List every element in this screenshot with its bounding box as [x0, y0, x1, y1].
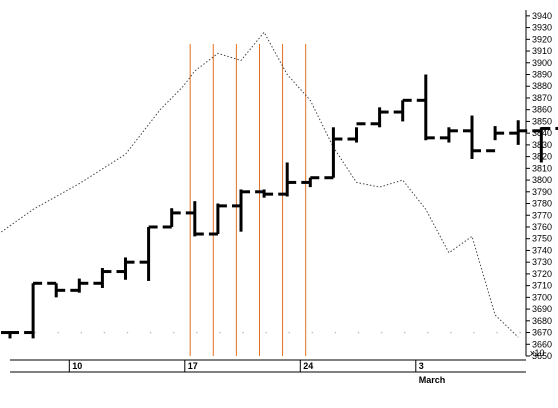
- baseline-dot: [542, 331, 545, 334]
- x-axis-ticks: 10 17 24 3 March: [68, 360, 446, 385]
- y-tick-label-3890: 3890: [532, 70, 552, 80]
- axes: [10, 10, 527, 373]
- ohlc-bar-13: [301, 176, 320, 188]
- y-tick-label-3670: 3670: [532, 328, 552, 338]
- ohlc-bar-20: [463, 115, 481, 159]
- baseline-dot: [496, 331, 498, 334]
- ohlc-bar-2: [47, 281, 66, 298]
- y-tick-label-3870: 3870: [532, 93, 552, 103]
- ohlc-bar-14: [324, 127, 343, 180]
- ohlc-bar-11: [255, 189, 274, 198]
- y-tick-label-3730: 3730: [532, 257, 552, 267]
- baseline-dot: [311, 331, 314, 334]
- y-tick-label-3830: 3830: [532, 140, 552, 150]
- y-tick-label-3930: 3930: [532, 23, 552, 33]
- ohlc-bar-18: [416, 74, 435, 141]
- ohlc-bar-3: [70, 278, 89, 293]
- y-multiplier-label: x10: [530, 348, 545, 358]
- ohlc-bar-4: [93, 268, 112, 288]
- ohlc-bar-7: [162, 208, 181, 229]
- baseline-dot: [450, 331, 452, 334]
- baseline-dot: [219, 331, 221, 334]
- y-tick-label-3700: 3700: [532, 292, 552, 302]
- y-tick-label-3780: 3780: [532, 199, 552, 209]
- dotted-line: [0, 31, 519, 338]
- baseline-dot: [265, 331, 267, 334]
- baseline-dot: [57, 331, 59, 334]
- baseline-dots: [11, 331, 545, 334]
- y-tick-label-3810: 3810: [532, 163, 552, 173]
- baseline-dot: [288, 331, 291, 334]
- dotted-indicator-line: [0, 31, 519, 338]
- baseline-dot: [427, 331, 429, 334]
- baseline-dot: [34, 331, 36, 334]
- y-tick-label-3790: 3790: [532, 187, 552, 197]
- ohlc-bar-10: [232, 189, 250, 232]
- y-tick-label-3840: 3840: [532, 128, 552, 138]
- ohlc-bar-19: [439, 127, 458, 143]
- y-tick-label-3690: 3690: [532, 304, 552, 314]
- y-tick-label-3900: 3900: [532, 58, 552, 68]
- ohlc-bar-24: [555, 126, 558, 130]
- vertical-markers: [189, 44, 307, 356]
- ohlc-bar-22: [509, 120, 528, 145]
- y-tick-label-3650: 3650: [532, 351, 552, 361]
- x-tick-label-24: 24: [303, 361, 313, 371]
- baseline-dot: [80, 331, 83, 334]
- baseline-dot: [380, 331, 383, 334]
- y-tick-label-3910: 3910: [532, 46, 552, 56]
- ohlc-bar-6: [139, 225, 158, 281]
- baseline-dot: [403, 331, 406, 334]
- baseline-dot: [172, 331, 175, 334]
- ohlc-bar-23: [532, 126, 551, 163]
- ohlc-bar-8: [185, 201, 204, 237]
- ohlc-bar-9: [208, 203, 227, 236]
- y-tick-label-3800: 3800: [532, 175, 552, 185]
- ohlc-bar-12: [278, 162, 297, 197]
- baseline-dot: [334, 331, 337, 334]
- x-tick-sublabel-3: March: [419, 375, 446, 385]
- y-axis-ticks: 3650366036703680369037003710372037303740…: [526, 11, 552, 361]
- y-tick-label-3710: 3710: [532, 281, 552, 291]
- y-tick-label-3680: 3680: [532, 316, 552, 326]
- x-tick-label-17: 17: [188, 361, 198, 371]
- ohlc-bar-0: [1, 331, 19, 339]
- baseline-dot: [357, 331, 360, 334]
- y-tick-label-3720: 3720: [532, 269, 552, 279]
- y-tick-label-3760: 3760: [532, 222, 552, 232]
- ohlc-bar-17: [393, 98, 412, 122]
- y-tick-label-3920: 3920: [532, 34, 552, 44]
- ohlc-bar-5: [116, 257, 135, 280]
- price-bars: [1, 74, 558, 339]
- ohlc-bar-15: [347, 122, 366, 143]
- baseline-dot: [103, 331, 106, 334]
- y-tick-label-3880: 3880: [532, 81, 552, 91]
- ohlc-bar-21: [486, 126, 505, 153]
- baseline-dot: [473, 331, 475, 334]
- y-tick-label-3820: 3820: [532, 152, 552, 162]
- y-tick-label-3850: 3850: [532, 116, 552, 126]
- baseline-dot: [149, 331, 152, 334]
- baseline-dot: [196, 331, 198, 334]
- y-tick-label-3660: 3660: [532, 339, 552, 349]
- y-tick-label-3860: 3860: [532, 105, 552, 115]
- ohlc-bar-1: [24, 281, 43, 339]
- y-tick-label-3740: 3740: [532, 245, 552, 255]
- x-tick-label-10: 10: [72, 361, 82, 371]
- baseline-dot: [126, 331, 129, 334]
- ohlc-bar-16: [370, 107, 389, 128]
- baseline-dot: [519, 331, 521, 334]
- y-tick-label-3940: 3940: [532, 11, 552, 21]
- y-tick-label-3770: 3770: [532, 210, 552, 220]
- x-tick-label-3: 3: [419, 361, 424, 371]
- y-tick-label-3750: 3750: [532, 234, 552, 244]
- baseline-dot: [242, 331, 244, 334]
